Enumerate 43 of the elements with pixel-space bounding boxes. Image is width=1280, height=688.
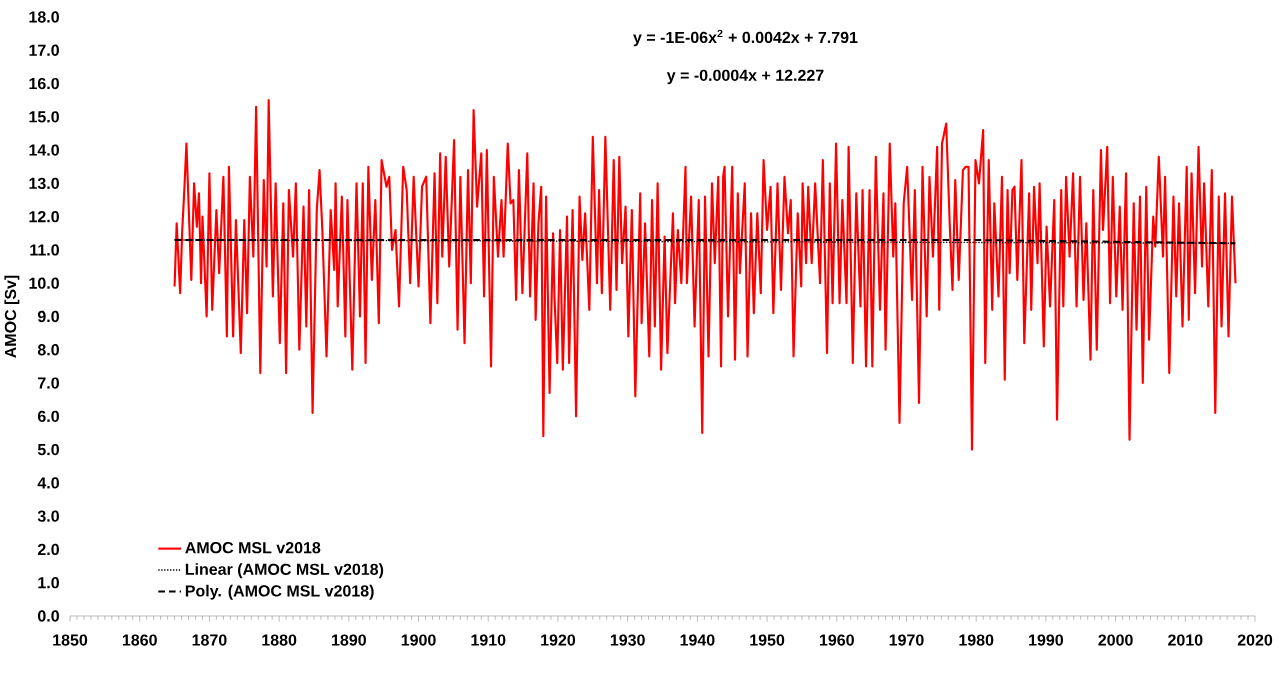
x-tick-label: 2000 <box>1098 634 1133 646</box>
y-tick-label: 7.0 <box>38 377 59 389</box>
y-tick-label: 11.0 <box>30 244 59 256</box>
annotation: y = -0.0004x + 12.227 <box>666 69 824 85</box>
x-tick-label: 1910 <box>471 634 506 646</box>
y-tick-label: 8.0 <box>37 344 59 356</box>
legend-label: Poly. (AMOC MSL v2018) <box>185 584 374 600</box>
y-axis-title: AMOC [Sv] <box>4 275 20 358</box>
x-tick-label: 1880 <box>262 634 297 646</box>
x-tick-label: 1850 <box>53 634 88 646</box>
x-tick-label: 1930 <box>610 634 645 646</box>
x-tick-label: 1970 <box>889 634 924 646</box>
x-tick-label: 1960 <box>819 634 854 646</box>
legend-label: AMOC MSL v2018 <box>185 542 321 554</box>
y-tick-label: 0.0 <box>38 610 59 622</box>
y-tick-label: 9.0 <box>37 310 59 323</box>
y-tick-label: 5.0 <box>37 443 59 456</box>
y-tick-label: 15.0 <box>29 111 59 123</box>
x-tick-label: 1950 <box>750 634 785 646</box>
y-tick-label: 6.0 <box>37 410 59 422</box>
x-tick-label: 1900 <box>401 634 436 646</box>
x-tick-label: 2020 <box>1237 634 1273 646</box>
y-tick-label: 10.0 <box>29 277 59 289</box>
y-tick-label: 14.0 <box>29 144 59 156</box>
legend-label: Linear (AMOC MSL v2018) <box>185 563 384 579</box>
x-tick-label: 1860 <box>122 634 157 646</box>
y-tick-label: 17.0 <box>29 44 59 56</box>
y-tick-label: 18.0 <box>29 11 59 23</box>
x-tick-label: 1890 <box>332 634 366 646</box>
x-tick-label: 1990 <box>1029 634 1064 646</box>
y-tick-label: 1.0 <box>38 577 59 589</box>
x-tick-label: 1870 <box>192 634 227 646</box>
y-tick-label: 16.0 <box>29 77 59 90</box>
y-tick-label: 4.0 <box>37 477 59 489</box>
y-tick-label: 2.0 <box>37 543 59 556</box>
x-tick-label: 1920 <box>541 634 576 646</box>
y-tick-label: 3.0 <box>37 510 59 522</box>
y-tick-label: 12.0 <box>29 211 59 223</box>
x-tick-label: 1980 <box>959 634 994 646</box>
y-tick-label: 13.0 <box>29 177 59 190</box>
x-tick-label: 1940 <box>680 634 715 646</box>
annotation: y = -1E-06x$^{2}$ + 0.0042x + 7.791 <box>633 29 858 47</box>
x-tick-label: 2010 <box>1168 634 1203 646</box>
